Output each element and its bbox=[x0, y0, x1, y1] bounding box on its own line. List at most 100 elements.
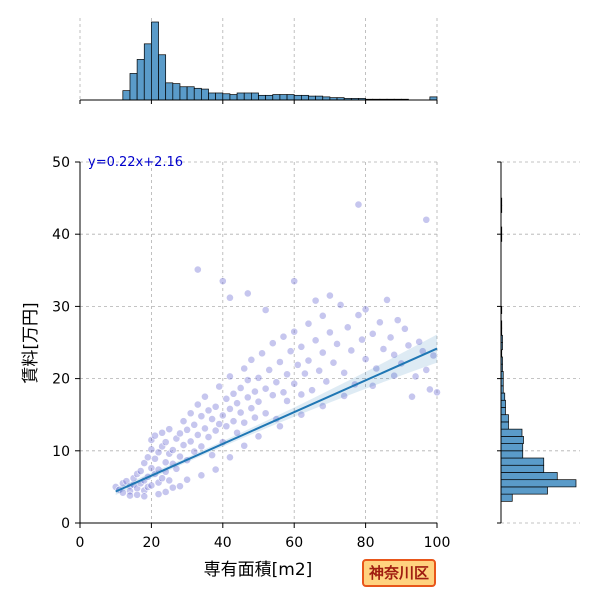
scatter-point bbox=[411, 372, 420, 381]
scatter-point bbox=[226, 405, 234, 413]
scatter-point bbox=[193, 400, 202, 409]
scatter-point bbox=[204, 433, 213, 441]
scatter-point bbox=[211, 426, 220, 435]
scatter-point bbox=[168, 446, 177, 454]
scatter-point bbox=[154, 490, 163, 499]
scatter-point bbox=[193, 265, 202, 274]
scatter-point bbox=[404, 341, 413, 350]
scatter-point bbox=[375, 318, 384, 327]
right-histogram-bar bbox=[500, 392, 506, 401]
scatter-point bbox=[425, 385, 434, 394]
scatter-point bbox=[176, 429, 184, 438]
right-histogram-bar bbox=[500, 493, 513, 502]
right-histogram-bar bbox=[500, 428, 523, 437]
right-histogram-bar bbox=[500, 486, 548, 495]
top-histogram-bar bbox=[122, 90, 131, 101]
scatter-point bbox=[161, 488, 170, 496]
scatter-point bbox=[361, 355, 370, 364]
scatter-point bbox=[136, 467, 145, 475]
x-axis-label: 専有面積[m2] bbox=[204, 560, 313, 580]
scatter-point bbox=[258, 349, 266, 358]
top-histogram-bar bbox=[222, 93, 231, 101]
scatter-point bbox=[161, 438, 170, 447]
scatter-point bbox=[165, 476, 174, 485]
scatter-point bbox=[361, 305, 370, 314]
right-histogram bbox=[497, 161, 580, 524]
top-histogram-bar bbox=[179, 86, 188, 101]
equation-label: y=0.22x+2.16 bbox=[88, 155, 183, 170]
scatter-point bbox=[143, 453, 152, 462]
scatter-point bbox=[368, 381, 377, 390]
scatter-point bbox=[279, 332, 288, 341]
top-histogram-bar bbox=[215, 92, 224, 101]
top-histogram-bar bbox=[201, 88, 209, 101]
scatter-point bbox=[286, 347, 295, 356]
scatter-point bbox=[193, 431, 202, 439]
scatter-point bbox=[204, 406, 213, 415]
scatter-point bbox=[165, 425, 174, 434]
scatter-point bbox=[243, 376, 252, 384]
scatter-point bbox=[240, 441, 249, 450]
scatter-point bbox=[322, 377, 331, 386]
scatter-point bbox=[318, 311, 327, 320]
right-histogram-bar bbox=[500, 407, 506, 416]
right-histogram-bar bbox=[500, 450, 524, 459]
scatter-point bbox=[290, 327, 299, 336]
x-tick-label: 20 bbox=[142, 535, 160, 551]
x-tick-label: 60 bbox=[285, 535, 303, 551]
scatter-point bbox=[333, 340, 341, 348]
scatter-point bbox=[151, 454, 159, 463]
scatter-point bbox=[422, 366, 431, 374]
y-tick-label: 40 bbox=[52, 227, 70, 243]
top-histogram-bar bbox=[172, 83, 181, 101]
scatter-point bbox=[347, 346, 356, 355]
scatter-point bbox=[268, 339, 277, 348]
scatter-point bbox=[168, 483, 177, 492]
y-axis-label: 賃料[万円] bbox=[21, 302, 41, 383]
top-histogram-bar bbox=[243, 92, 252, 101]
scatter-point bbox=[325, 291, 334, 300]
scatter-point bbox=[311, 296, 320, 305]
top-histogram-bar bbox=[129, 73, 138, 101]
scatter-point bbox=[290, 277, 299, 286]
scatter-point bbox=[386, 333, 395, 342]
scatter-point bbox=[336, 301, 345, 309]
scatter-point bbox=[201, 424, 209, 433]
scatter-point bbox=[247, 355, 256, 364]
scatter-point bbox=[254, 432, 263, 441]
scatter-point bbox=[179, 417, 188, 426]
scatter-point bbox=[158, 428, 167, 437]
scatter-point bbox=[251, 413, 259, 422]
scatter-point bbox=[429, 351, 438, 360]
scatter-point bbox=[222, 422, 231, 431]
top-histogram-bar bbox=[143, 43, 152, 101]
right-histogram-bar bbox=[500, 421, 509, 430]
scatter-point bbox=[229, 417, 238, 426]
scatter-point bbox=[297, 390, 306, 399]
scatter-point bbox=[161, 458, 170, 467]
scatter-point bbox=[243, 393, 252, 402]
scatter-point bbox=[236, 408, 245, 417]
top-histogram-bar bbox=[300, 94, 309, 101]
scatter-point bbox=[272, 378, 281, 387]
scatter-point bbox=[315, 366, 324, 375]
scatter-point bbox=[261, 384, 270, 393]
scatter-point bbox=[190, 420, 199, 429]
y-tick-label: 10 bbox=[52, 444, 70, 460]
scatter-point bbox=[265, 366, 274, 374]
top-histogram-bar bbox=[315, 95, 324, 101]
x-tick-label: 0 bbox=[76, 535, 85, 551]
scatter-point bbox=[393, 316, 402, 325]
regression-line-group bbox=[115, 347, 438, 493]
scatter-point bbox=[140, 492, 149, 501]
scatter-point bbox=[222, 394, 231, 403]
scatter-point bbox=[343, 323, 352, 332]
scatter-point bbox=[197, 412, 206, 421]
top-histogram-bar bbox=[208, 92, 217, 101]
scatter-point bbox=[233, 399, 241, 408]
scatter-point bbox=[186, 409, 195, 418]
scatter-point bbox=[283, 397, 291, 405]
top-histogram-bar bbox=[158, 54, 167, 101]
scatter-point bbox=[140, 459, 149, 467]
